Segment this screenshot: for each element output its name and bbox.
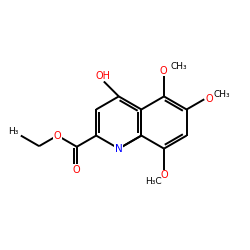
Text: CH₃: CH₃ <box>214 90 230 99</box>
Text: O: O <box>160 66 167 76</box>
Text: O: O <box>160 170 168 180</box>
Text: H₃C: H₃C <box>145 177 162 186</box>
Text: O: O <box>73 165 80 175</box>
Text: O: O <box>206 94 213 104</box>
Text: OH: OH <box>95 71 110 81</box>
Text: H₃: H₃ <box>8 126 19 136</box>
Text: O: O <box>54 130 61 140</box>
Text: N: N <box>115 144 123 154</box>
Text: CH₃: CH₃ <box>171 62 188 70</box>
